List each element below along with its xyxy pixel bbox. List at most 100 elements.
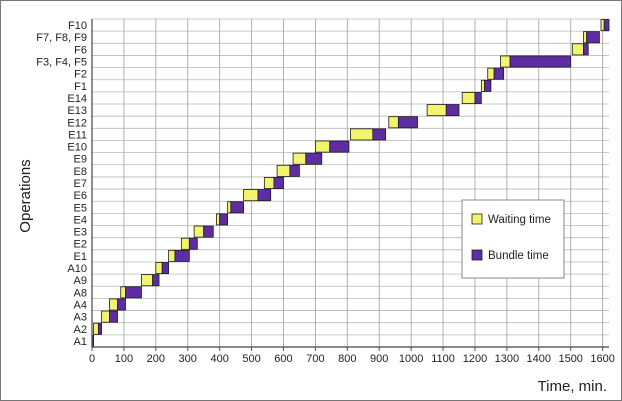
waiting-bar [180,237,190,250]
y-tick-label: E13 [67,105,87,117]
waiting-bar [155,262,163,275]
x-tick-label: 0 [89,353,95,365]
y-tick-label: A9 [74,275,87,287]
bundle-bar [203,225,214,238]
y-tick-label: E5 [74,202,87,214]
waiting-bar [461,91,476,104]
y-tick-label: F1 [74,81,87,93]
y-tick-label: E4 [74,214,87,226]
y-tick-label: F2 [74,69,87,81]
legend: Waiting time Bundle time [461,199,565,279]
bundle-bar [174,249,190,262]
y-tick-label: E14 [67,93,87,105]
x-tick-label: 300 [179,353,197,365]
waiting-bar [216,213,221,226]
bundle-bar [484,79,492,92]
legend-label-waiting: Waiting time [488,214,551,226]
waiting-bar [480,79,485,92]
bundle-bar [289,164,300,177]
legend-box [461,199,565,279]
x-tick-label: 900 [370,353,388,365]
waiting-bar [109,298,118,311]
bundle-bar [509,55,572,68]
y-tick-label: F3, F4, F5 [36,57,87,69]
bundle-bar [603,19,610,32]
x-tick-label: 1100 [431,353,455,365]
waiting-bar [388,116,399,129]
waiting-bar [263,177,275,189]
x-tick-label: 1600 [590,353,614,365]
y-tick-label: E8 [74,166,87,178]
bundle-bar [397,116,418,129]
waiting-bar [141,274,154,287]
legend-swatch-bundle [471,249,483,261]
bundle-bar [97,322,102,335]
waiting-bar [292,152,307,165]
y-tick-label: F6 [74,44,87,56]
y-tick-label: F10 [68,20,87,32]
waiting-bar [426,104,447,117]
y-tick-label: E10 [67,142,87,154]
waiting-bar [350,128,374,141]
waiting-bar [101,310,110,323]
x-axis-title: Time, min. [538,378,607,395]
waiting-bar [120,286,126,299]
bundle-bar [305,152,323,165]
bundle-bar [152,274,160,287]
bundle-bar [125,286,142,299]
y-tick-label: A2 [74,324,87,336]
waiting-bar [314,140,331,153]
x-tick-label: 1200 [463,353,487,365]
bundle-bar [188,237,198,250]
waiting-bar [583,31,588,44]
waiting-bar [600,19,605,32]
waiting-bar [227,201,232,214]
bundle-bar [372,128,387,141]
x-tick-label: 600 [274,353,292,365]
waiting-bar [93,322,99,335]
x-tick-label: 1300 [495,353,519,365]
bars [91,19,610,347]
y-tick-label: E1 [74,251,87,263]
legend-swatch-waiting [471,213,483,225]
x-tick-label: 200 [147,353,165,365]
x-tick-label: 800 [338,353,356,365]
grid [91,18,609,348]
bundle-bar [161,262,169,275]
waiting-bar [487,67,495,80]
plot-area [92,19,609,347]
y-tick-label: E6 [74,190,87,202]
y-axis-title: Operations [17,159,34,232]
legend-label-bundle: Bundle time [488,250,549,262]
bundle-bar [257,189,272,202]
y-tick-label: E3 [74,227,87,239]
x-tick-label: 500 [242,353,260,365]
bundle-bar [583,43,589,56]
x-tick-label: 400 [210,353,228,365]
x-tick-label: 1500 [558,353,582,365]
y-tick-label: A8 [74,287,87,299]
waiting-bar [276,164,291,177]
waiting-bar [500,55,511,68]
y-tick-label: A1 [74,336,87,348]
waiting-bar [243,189,259,202]
y-tick-label: A10 [67,263,87,275]
x-tick-label: 1000 [399,353,423,365]
bundle-bar [117,298,126,311]
waiting-bar [193,225,205,238]
y-tick-label: E11 [68,129,87,141]
bundle-bar [219,213,229,226]
axes: 0 100 200 300 400 500 600 700 800 900 1000 1100 1200… [36,19,615,365]
bundle-bar [273,177,284,189]
waiting-bar [571,43,584,56]
y-tick-label: E9 [74,154,87,166]
x-tick-label: 700 [306,353,324,365]
waiting-bar [168,249,176,262]
y-tick-label: E7 [74,178,87,190]
bundle-bar [493,67,505,80]
bundle-bar [230,201,244,214]
y-tick-label: A3 [74,312,87,324]
y-tick-label: E12 [67,117,87,129]
y-tick-label: F7, F8, F9 [36,32,87,44]
